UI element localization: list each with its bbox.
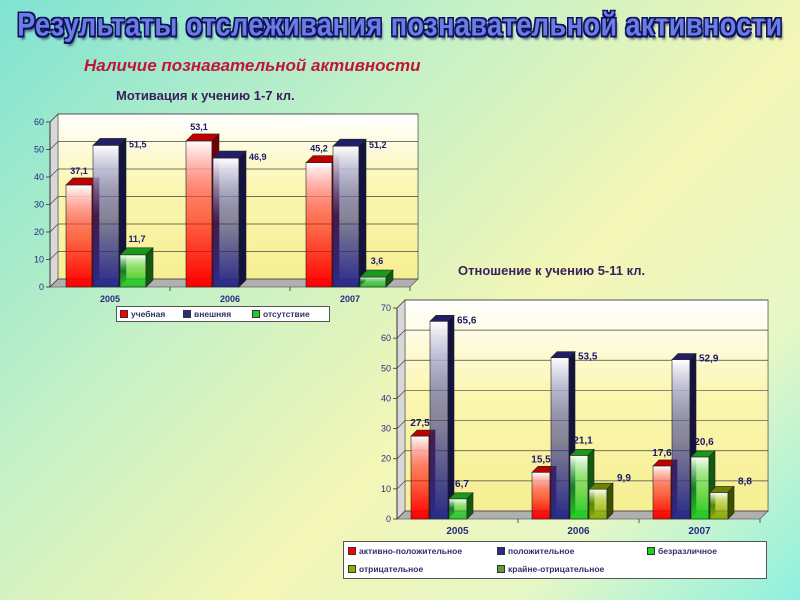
- y-tick-label: 0: [386, 514, 391, 524]
- chart1-legend: учебная внешняя отсутствие: [116, 306, 330, 322]
- x-category-label: 2007: [688, 526, 711, 537]
- y-tick-label: 30: [34, 200, 44, 210]
- bar: [92, 137, 127, 288]
- bar: [359, 269, 394, 288]
- page-subtitle: Наличие познавательной активности: [84, 56, 421, 75]
- legend-label: положительное: [508, 546, 575, 556]
- chart2-legend: активно-положительное положительное безраз…: [343, 541, 767, 579]
- y-tick-label: 40: [34, 172, 44, 182]
- y-tick-label: 20: [381, 454, 391, 464]
- data-label: 21,1: [573, 435, 593, 446]
- page-title: Результаты отслеживания познавательной а…: [17, 6, 783, 43]
- legend-swatch: [183, 310, 191, 318]
- data-label: 53,5: [578, 352, 598, 363]
- legend-swatch: [120, 310, 128, 318]
- y-tick-label: 60: [34, 117, 44, 127]
- legend-item: внешняя: [183, 309, 231, 319]
- legend-swatch: [252, 310, 260, 318]
- data-label: 15,5: [531, 454, 551, 465]
- legend-label: отрицательное: [359, 564, 424, 574]
- y-tick-label: 50: [34, 145, 44, 155]
- data-label: 37,1: [70, 166, 88, 176]
- data-label: 51,2: [369, 140, 387, 150]
- legend-label: крайне-отрицательное: [508, 564, 605, 574]
- y-tick-label: 10: [34, 255, 44, 265]
- legend-swatch: [348, 565, 356, 573]
- bar: [212, 150, 247, 288]
- data-label: 45,2: [310, 144, 328, 154]
- data-label: 20,6: [694, 437, 714, 448]
- legend-item: крайне-отрицательное: [497, 564, 604, 574]
- data-label: 52,9: [699, 354, 719, 365]
- data-label: 51,5: [129, 139, 147, 149]
- data-label: 3,6: [371, 256, 384, 266]
- legend-item: активно-положительное: [348, 546, 462, 556]
- x-category-label: 2007: [340, 294, 360, 304]
- legend-label: отсутствие: [263, 309, 310, 319]
- bar: [709, 485, 735, 520]
- data-label: 6,7: [455, 479, 469, 490]
- chart2-title: Отношение к учению 5-11 кл.: [458, 263, 646, 278]
- y-tick-label: 20: [34, 227, 44, 237]
- x-category-label: 2005: [446, 526, 469, 537]
- legend-swatch: [348, 547, 356, 555]
- x-category-label: 2006: [220, 294, 240, 304]
- bar: [119, 247, 154, 288]
- y-tick-label: 60: [381, 333, 391, 343]
- y-tick-label: 70: [381, 303, 391, 313]
- bar: [332, 138, 367, 288]
- legend-swatch: [497, 565, 505, 573]
- y-tick-label: 10: [381, 484, 391, 494]
- chart1-title: Мотивация к учению 1-7 кл.: [116, 88, 295, 103]
- data-label: 17,6: [652, 448, 672, 459]
- x-category-label: 2005: [100, 294, 120, 304]
- data-label: 27,5: [410, 418, 430, 429]
- data-label: 9,9: [617, 473, 631, 484]
- legend-item: отрицательное: [348, 564, 423, 574]
- legend-item: безразличное: [647, 546, 717, 556]
- legend-label: активно-положительное: [359, 546, 463, 556]
- legend-label: учебная: [131, 309, 166, 319]
- x-category-label: 2006: [567, 526, 590, 537]
- data-label: 65,6: [457, 315, 477, 326]
- legend-item: учебная: [120, 309, 165, 319]
- y-tick-label: 0: [39, 282, 44, 292]
- legend-label: безразличное: [658, 546, 717, 556]
- data-label: 8,8: [738, 476, 752, 487]
- legend-item: отсутствие: [252, 309, 310, 319]
- legend-swatch: [497, 547, 505, 555]
- y-tick-label: 30: [381, 424, 391, 434]
- y-tick-label: 50: [381, 363, 391, 373]
- bar: [588, 482, 614, 520]
- legend-item: положительное: [497, 546, 574, 556]
- legend-swatch: [647, 547, 655, 555]
- legend-label: внешняя: [194, 309, 232, 319]
- bar: [429, 314, 455, 520]
- data-label: 46,9: [249, 152, 267, 162]
- data-label: 53,1: [190, 122, 208, 132]
- bar: [448, 492, 474, 520]
- y-tick-label: 40: [381, 393, 391, 403]
- data-label: 11,7: [128, 234, 145, 244]
